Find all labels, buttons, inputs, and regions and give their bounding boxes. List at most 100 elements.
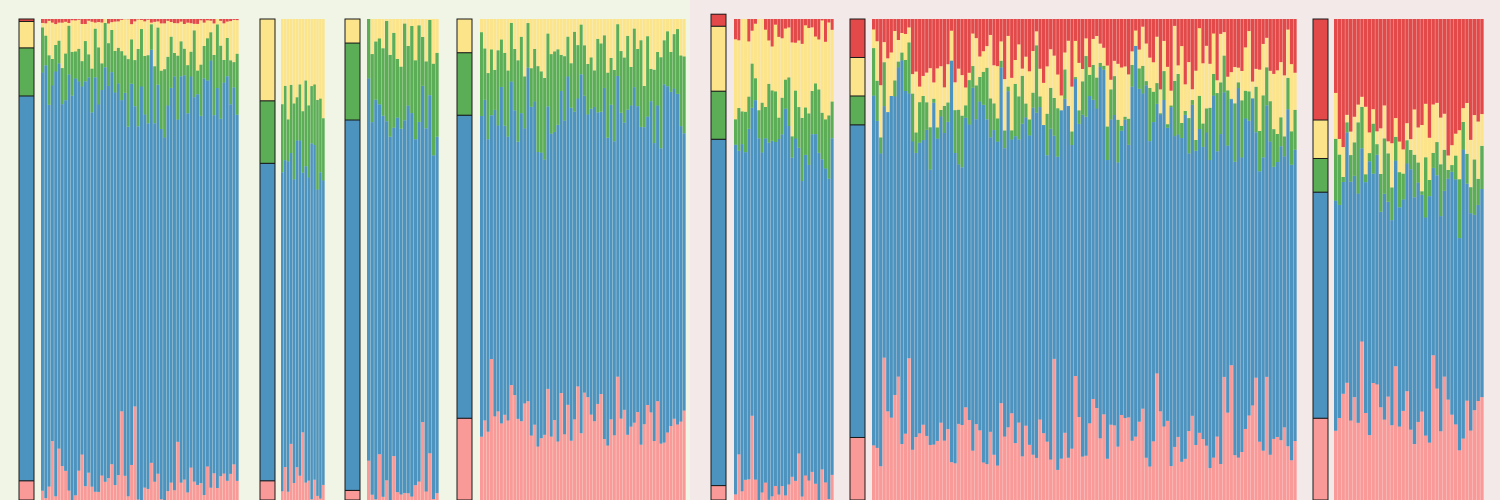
bar-segment-green	[1084, 56, 1088, 117]
bar-segment-yellow	[1190, 89, 1194, 101]
bar-segment-blue	[800, 181, 804, 497]
bar-segment-green	[629, 66, 633, 106]
bar-segment-yellow	[212, 23, 216, 55]
bar-segment-green	[576, 45, 580, 99]
bar-segment-yellow	[632, 19, 636, 29]
bar-segment-pink	[179, 482, 183, 500]
bar-segment-blue	[116, 83, 120, 476]
bar-segment-red	[1275, 19, 1279, 71]
bar-segment-blue	[199, 115, 203, 484]
bar-segment-red	[900, 19, 904, 33]
bar-segment-red	[156, 19, 160, 22]
bar-segment-yellow	[626, 19, 630, 36]
bar-segment-yellow	[1236, 67, 1240, 83]
bar-segment-yellow	[1240, 70, 1244, 101]
bar-segment-green	[222, 59, 226, 83]
bar-segment-blue	[932, 102, 936, 445]
bar-segment-pink	[483, 420, 487, 500]
bar-segment-red	[1155, 19, 1159, 37]
bar-segment-blue	[83, 81, 87, 487]
bar-segment-red	[988, 19, 993, 35]
bar-segment-green	[907, 42, 911, 94]
bar-segment-yellow	[612, 19, 616, 71]
bar-segment-yellow	[1219, 33, 1223, 83]
bar-segment-red	[960, 19, 964, 76]
bar-segment-yellow	[893, 31, 897, 81]
bar-segment-blue	[1247, 120, 1251, 416]
bar-segment-blue	[596, 112, 600, 404]
bar-segment-green	[503, 52, 507, 126]
bar-segment-green	[93, 28, 97, 78]
bar-segment-red	[1250, 19, 1255, 82]
bar-segment-pink	[882, 357, 886, 500]
bar-segment-yellow	[159, 23, 163, 71]
bar-segment-yellow	[83, 23, 87, 42]
bar-segment-green	[744, 111, 747, 153]
bar-segment-green	[1420, 191, 1424, 195]
bar-segment-green	[992, 103, 996, 131]
bar-segment-blue	[1144, 85, 1148, 458]
bar-segment-blue	[232, 87, 236, 465]
bar-segment-yellow	[988, 34, 993, 99]
bar-segment-blue	[182, 75, 186, 480]
bar-segment-yellow	[219, 20, 223, 46]
bar-segment-yellow	[310, 19, 313, 87]
bar-segment-red	[169, 19, 173, 23]
bar-segment-green	[602, 35, 606, 88]
bar-segment-blue	[543, 159, 547, 435]
bar-segment-red	[1197, 19, 1202, 29]
bar-segment-pink	[583, 392, 586, 500]
bar-segment-yellow	[1119, 67, 1124, 126]
bar-segment-yellow	[967, 72, 971, 81]
bar-segment-blue	[1080, 114, 1085, 457]
bar-segment-red	[80, 19, 84, 24]
bar-segment-blue	[1337, 204, 1342, 419]
bar-segment-pink	[787, 484, 791, 500]
bar-segment-red	[872, 19, 876, 30]
bar-segment-pink	[949, 462, 954, 500]
bar-segment-green	[1116, 119, 1120, 163]
bar-segment-pink	[1091, 398, 1095, 500]
bar-segment-green	[1454, 155, 1458, 180]
bar-segment-red	[1119, 19, 1124, 68]
bar-segment-yellow	[206, 20, 209, 39]
bar-segment-green	[499, 39, 503, 87]
bar-segment-green	[1226, 90, 1230, 146]
bar-segment-yellow	[1480, 114, 1484, 146]
bar-segment-pink	[304, 482, 308, 500]
bar-segment-yellow	[1401, 149, 1405, 174]
bar-segment-yellow	[316, 19, 319, 100]
bar-segment-blue	[978, 101, 982, 431]
bar-segment-blue	[586, 114, 590, 398]
bar-segment-pink	[1187, 431, 1191, 500]
bar-segment-yellow	[794, 42, 797, 91]
bar-segment-red	[1183, 19, 1187, 85]
bar-segment-pink	[992, 454, 996, 500]
bar-segment-blue	[516, 141, 520, 419]
bar-segment-yellow	[1105, 65, 1109, 127]
bar-segment-blue	[143, 114, 147, 488]
bar-segment-red	[784, 19, 787, 29]
bar-segment-yellow	[301, 19, 305, 112]
bar-segment-pink	[1420, 411, 1424, 500]
bar-segment-red	[143, 19, 147, 22]
bar-segment-green	[672, 34, 676, 89]
bar-segment-red	[925, 19, 929, 73]
bar-segment-green	[496, 50, 500, 126]
bar-segment-blue	[740, 144, 744, 492]
bar-segment-yellow	[153, 21, 157, 67]
bar-segment-yellow	[47, 20, 51, 56]
bar-segment-yellow	[754, 23, 757, 79]
bar-segment-pink	[1105, 458, 1109, 500]
bar-segment-blue	[1229, 99, 1233, 366]
bar-segment-yellow	[1250, 81, 1255, 99]
bar-segment-yellow	[232, 19, 236, 63]
bar-segment-green	[1480, 145, 1484, 189]
bar-segment-pink	[428, 453, 432, 500]
bar-segment-pink	[283, 467, 287, 500]
bar-segment-yellow	[1088, 67, 1092, 75]
bar-segment-red	[800, 19, 804, 44]
bar-segment-green	[1173, 80, 1177, 137]
bar-segment-blue	[1265, 105, 1269, 377]
bar-segment-green	[1229, 98, 1233, 100]
